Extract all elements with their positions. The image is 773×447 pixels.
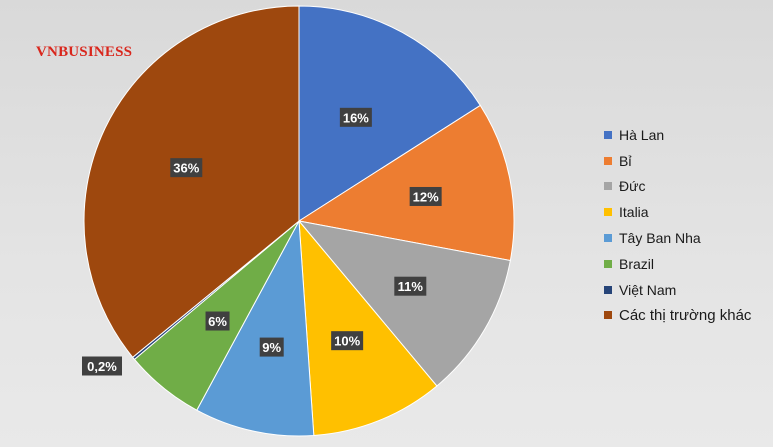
legend-label: Bỉ [619, 152, 632, 169]
pie-slice-duc [297, 220, 511, 387]
legend-swatch [604, 311, 612, 320]
legend: Hà Lan Bỉ Đức Italia Tây Ban Nha Brazil Việt N… [604, 122, 751, 328]
legend-swatch [604, 259, 612, 268]
data-label-viet-nam: 0,2% [82, 356, 122, 376]
legend-swatch [604, 285, 612, 294]
legend-item-italia: Italia [604, 199, 751, 225]
legend-item-viet-nam: Việt Nam [604, 277, 751, 303]
legend-item-cac-thi-truong-khac: Các thị trường khác [604, 303, 751, 329]
legend-swatch [604, 130, 612, 139]
data-label-bi: 12% [409, 186, 442, 206]
pie-slice-italia [298, 219, 438, 437]
data-label-box [82, 356, 122, 376]
data-label-text: 6% [208, 314, 227, 329]
pie-slice-ha-lan [298, 5, 481, 222]
legend-item-duc: Đức [604, 174, 751, 200]
data-label-text: 36% [173, 161, 199, 176]
data-label-text: 12% [413, 189, 439, 204]
data-label-brazil: 6% [205, 311, 230, 331]
data-label-box [259, 337, 284, 357]
data-label-text: 0,2% [87, 359, 117, 374]
data-label-text: 11% [398, 279, 424, 294]
pie-slice-tay-ban-nha [196, 219, 315, 437]
data-label-text: 10% [334, 334, 360, 349]
data-label-italia: 10% [331, 331, 364, 351]
data-label-duc: 11% [394, 276, 427, 296]
legend-item-bi: Bỉ [604, 148, 751, 174]
data-label-box [331, 331, 364, 351]
data-label-text: 9% [262, 340, 281, 355]
legend-label: Đức [619, 178, 646, 195]
legend-swatch [604, 208, 612, 217]
pie-slice-bi [297, 104, 515, 262]
legend-item-ha-lan: Hà Lan [604, 122, 751, 148]
legend-label: Các thị trường khác [619, 306, 752, 324]
data-label-box [339, 107, 372, 127]
watermark-logo: VNBUSINESS [36, 44, 133, 60]
data-label-box [409, 186, 442, 206]
data-label-cac-thi-truong-khac: 36% [170, 158, 203, 178]
legend-swatch [604, 182, 612, 191]
legend-label: Tây Ban Nha [619, 230, 701, 247]
data-label-box [170, 158, 203, 178]
legend-label: Brazil [619, 255, 655, 272]
data-label-box [205, 311, 230, 331]
legend-item-tay-ban-nha: Tây Ban Nha [604, 225, 751, 251]
legend-swatch [604, 156, 612, 165]
legend-label: Italia [619, 204, 649, 221]
data-label-box [394, 276, 427, 296]
data-label-tay-ban-nha: 9% [259, 337, 284, 357]
legend-label: Hà Lan [619, 126, 665, 143]
legend-item-brazil: Brazil [604, 251, 751, 277]
data-label-ha-lan: 16% [339, 107, 372, 127]
data-label-text: 16% [343, 110, 369, 125]
pie-slice-cac-thi-truong-khac [83, 5, 300, 359]
legend-swatch [604, 234, 612, 243]
legend-label: Việt Nam [619, 281, 677, 298]
